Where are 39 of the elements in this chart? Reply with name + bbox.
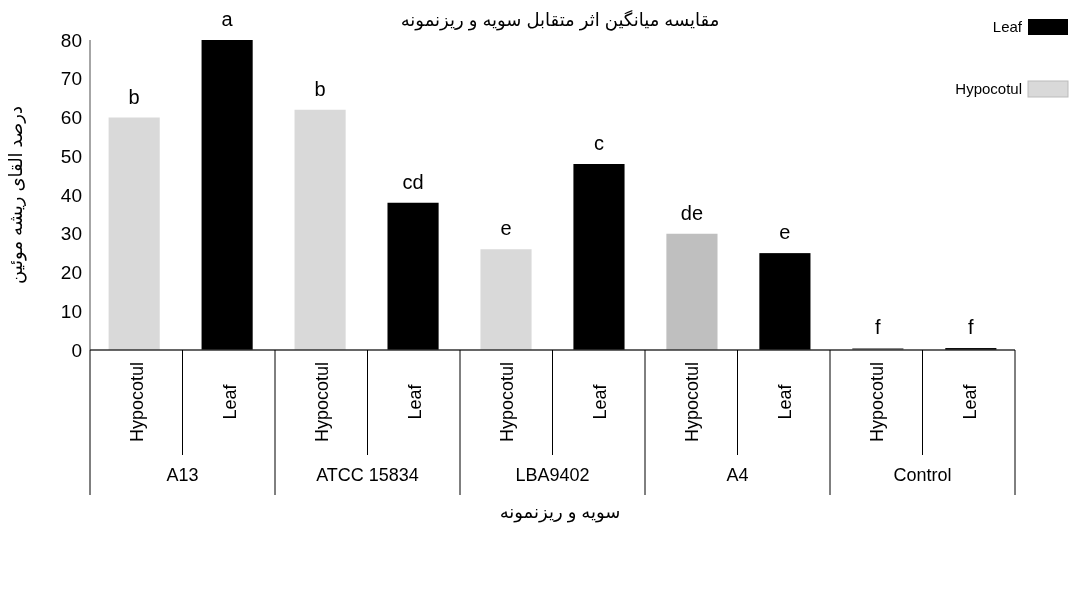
text: A13 [166,465,199,485]
data-label: e [500,217,512,240]
text: LBA9402 [515,465,590,485]
data-label: b [128,85,140,108]
y-tick-label: 70 [60,68,82,90]
y-axis-title: درصد القای ریشه موئین [6,105,27,285]
data-label: c [593,132,604,154]
y-tick-label: 80 [60,29,82,51]
legend-label: Leaf [992,18,1023,35]
y-tick-label: 60 [60,107,82,129]
x-tick-label: Hypocotul [312,361,333,443]
y-tick-label: 10 [60,300,82,322]
y-tick-label: 50 [60,145,82,167]
data-label: a [221,8,234,30]
data-label: b [314,77,326,100]
x-tick-label: Leaf [959,383,980,420]
x-tick-label: Hypocotul [682,361,703,443]
text: A4 [726,465,749,485]
y-tick-label: 40 [60,184,82,206]
x-tick-label: Leaf [219,383,240,420]
x-tick-label: Leaf [774,383,795,420]
y-tick-label: 30 [60,223,82,245]
data-label: e [779,221,791,244]
text: Control [893,465,952,485]
y-tick-label: 20 [60,262,82,284]
data-label: de [680,201,704,224]
data-label: cd [402,170,424,193]
legend-label: Hypocotul [955,80,1022,97]
chart-title: مقایسه میانگین اثر متقابل سویه و ریزنمونه [400,9,720,31]
data-label: f [968,316,975,339]
x-tick-label: Hypocotul [867,361,888,443]
x-tick-label: Hypocotul [127,361,148,443]
x-tick-label: Leaf [589,383,610,420]
x-tick-label: Leaf [404,383,425,420]
x-axis-title: سویه و ریزنمونه [499,502,621,523]
text: ATCC 15834 [316,465,419,485]
data-label: f [875,316,882,339]
y-tick-label: 0 [71,339,82,361]
x-tick-label: Hypocotul [497,361,518,443]
